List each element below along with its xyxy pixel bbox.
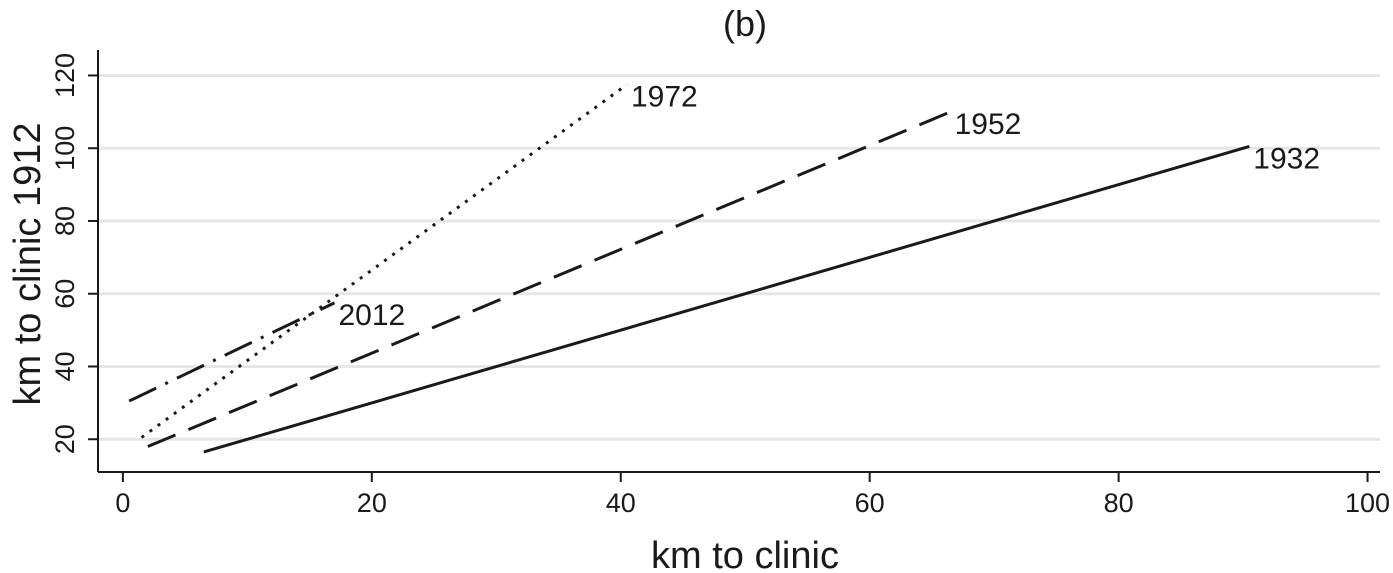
- y-axis-ticks: 20 40 60 80 100 120: [50, 53, 98, 454]
- y-tick-label-80: 80: [50, 206, 80, 236]
- x-tick-label-0: 0: [115, 488, 130, 518]
- x-axis-ticks: 0 20 40 60 80 100: [115, 472, 1390, 518]
- x-tick-label-40: 40: [606, 488, 636, 518]
- y-tick-label-120: 120: [50, 53, 80, 98]
- y-tick-label-100: 100: [50, 126, 80, 171]
- series-line-1952: [147, 110, 952, 448]
- axes: [97, 50, 1380, 473]
- series-line-1972: [140, 83, 628, 439]
- gridlines: [98, 73, 1380, 441]
- series-label-1972: 1972: [631, 81, 698, 114]
- x-tick-label-80: 80: [1104, 488, 1134, 518]
- series-labels: 1932 1952 1972 2012: [338, 81, 1320, 332]
- x-tick-label-100: 100: [1345, 488, 1390, 518]
- series-line-1932: [203, 144, 1250, 454]
- y-axis-title: km to clinic 1912: [7, 122, 49, 405]
- series-label-1932: 1932: [1253, 142, 1320, 175]
- series-lines: [128, 83, 1250, 454]
- chart-title: (b): [723, 3, 767, 44]
- series-label-1952: 1952: [955, 108, 1022, 141]
- y-tick-label-40: 40: [50, 351, 80, 381]
- y-tick-label-20: 20: [50, 424, 80, 454]
- series-line-2012: [128, 301, 336, 403]
- series-label-2012: 2012: [338, 299, 405, 332]
- y-tick-label-60: 60: [50, 279, 80, 309]
- x-tick-label-60: 60: [855, 488, 885, 518]
- x-axis-title: km to clinic: [651, 535, 839, 573]
- x-tick-label-20: 20: [357, 488, 387, 518]
